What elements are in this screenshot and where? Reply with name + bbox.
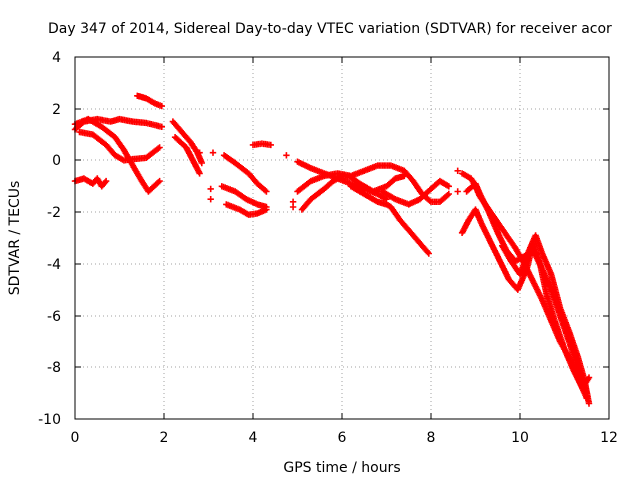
y-tick-label: 4: [52, 50, 61, 66]
data-point: [261, 187, 269, 194]
data-point: [283, 152, 290, 159]
x-tick-label: 8: [427, 430, 436, 446]
data-point: [158, 123, 165, 130]
x-axis-label: GPS time / hours: [283, 460, 400, 476]
data-point: [401, 172, 408, 180]
y-tick-label: -2: [47, 205, 61, 221]
x-tick-labels: 0 2 4 6 8 10 12: [71, 430, 618, 446]
data-point: [263, 206, 270, 213]
data-point: [198, 159, 205, 167]
data-point: [101, 179, 109, 186]
data-point: [585, 374, 593, 381]
data-point: [207, 196, 214, 203]
x-tick-label: 6: [338, 430, 347, 446]
y-axis-label: SDTVAR / TECUs: [7, 181, 23, 296]
data-point: [289, 203, 297, 211]
data-point: [158, 102, 165, 110]
grid: [75, 57, 609, 419]
data-point: [445, 183, 452, 190]
y-tick-label: -8: [47, 360, 61, 376]
x-tick-label: 0: [71, 430, 80, 446]
chart-title: Day 347 of 2014, Sidereal Day-to-day VTE…: [48, 21, 612, 37]
x-tick-label: 12: [600, 430, 618, 446]
data-point: [425, 250, 432, 257]
data-point: [156, 144, 163, 151]
y-tick-label: 0: [52, 153, 61, 169]
y-tick-labels: 4 2 0 -2 -4 -6 -8 -10: [38, 50, 61, 428]
y-tick-label: -4: [47, 257, 61, 273]
data-point: [424, 249, 431, 256]
data-point: [426, 197, 433, 204]
y-tick-label: 2: [52, 102, 61, 118]
data-point: [454, 167, 461, 174]
data-point: [267, 141, 274, 149]
data-point: [155, 179, 162, 186]
data-point: [196, 170, 203, 177]
data-point: [585, 400, 593, 407]
x-tick-label: 2: [160, 430, 169, 446]
y-tick-label: -6: [47, 309, 61, 325]
plot-marks: [71, 92, 593, 407]
axis-ticks: [74, 56, 610, 420]
y-tick-label: -10: [38, 412, 61, 428]
data-point: [209, 149, 217, 156]
data-point: [196, 149, 203, 156]
x-tick-label: 10: [511, 430, 529, 446]
data-point: [454, 188, 461, 195]
data-point: [102, 177, 110, 185]
x-tick-label: 4: [249, 430, 258, 446]
data-point: [263, 188, 270, 195]
data-point: [444, 192, 451, 199]
data-point: [207, 185, 214, 193]
data-point: [156, 177, 163, 185]
data-point: [445, 190, 452, 198]
